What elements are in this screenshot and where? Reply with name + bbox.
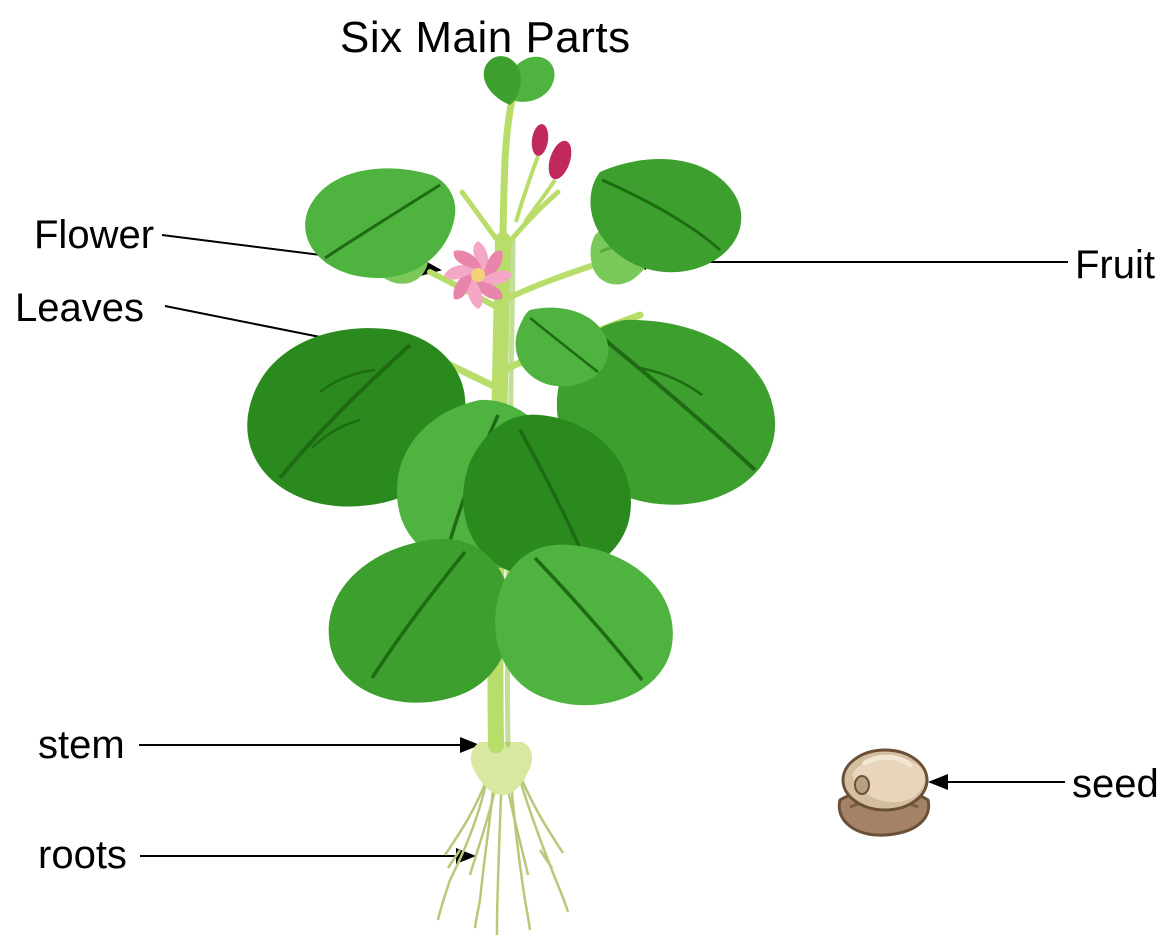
top-sprout (484, 56, 555, 105)
plant-diagram-svg (0, 0, 1176, 937)
plant-flower (444, 241, 512, 309)
flower-buds (516, 123, 576, 222)
seed-illustration (839, 750, 928, 835)
